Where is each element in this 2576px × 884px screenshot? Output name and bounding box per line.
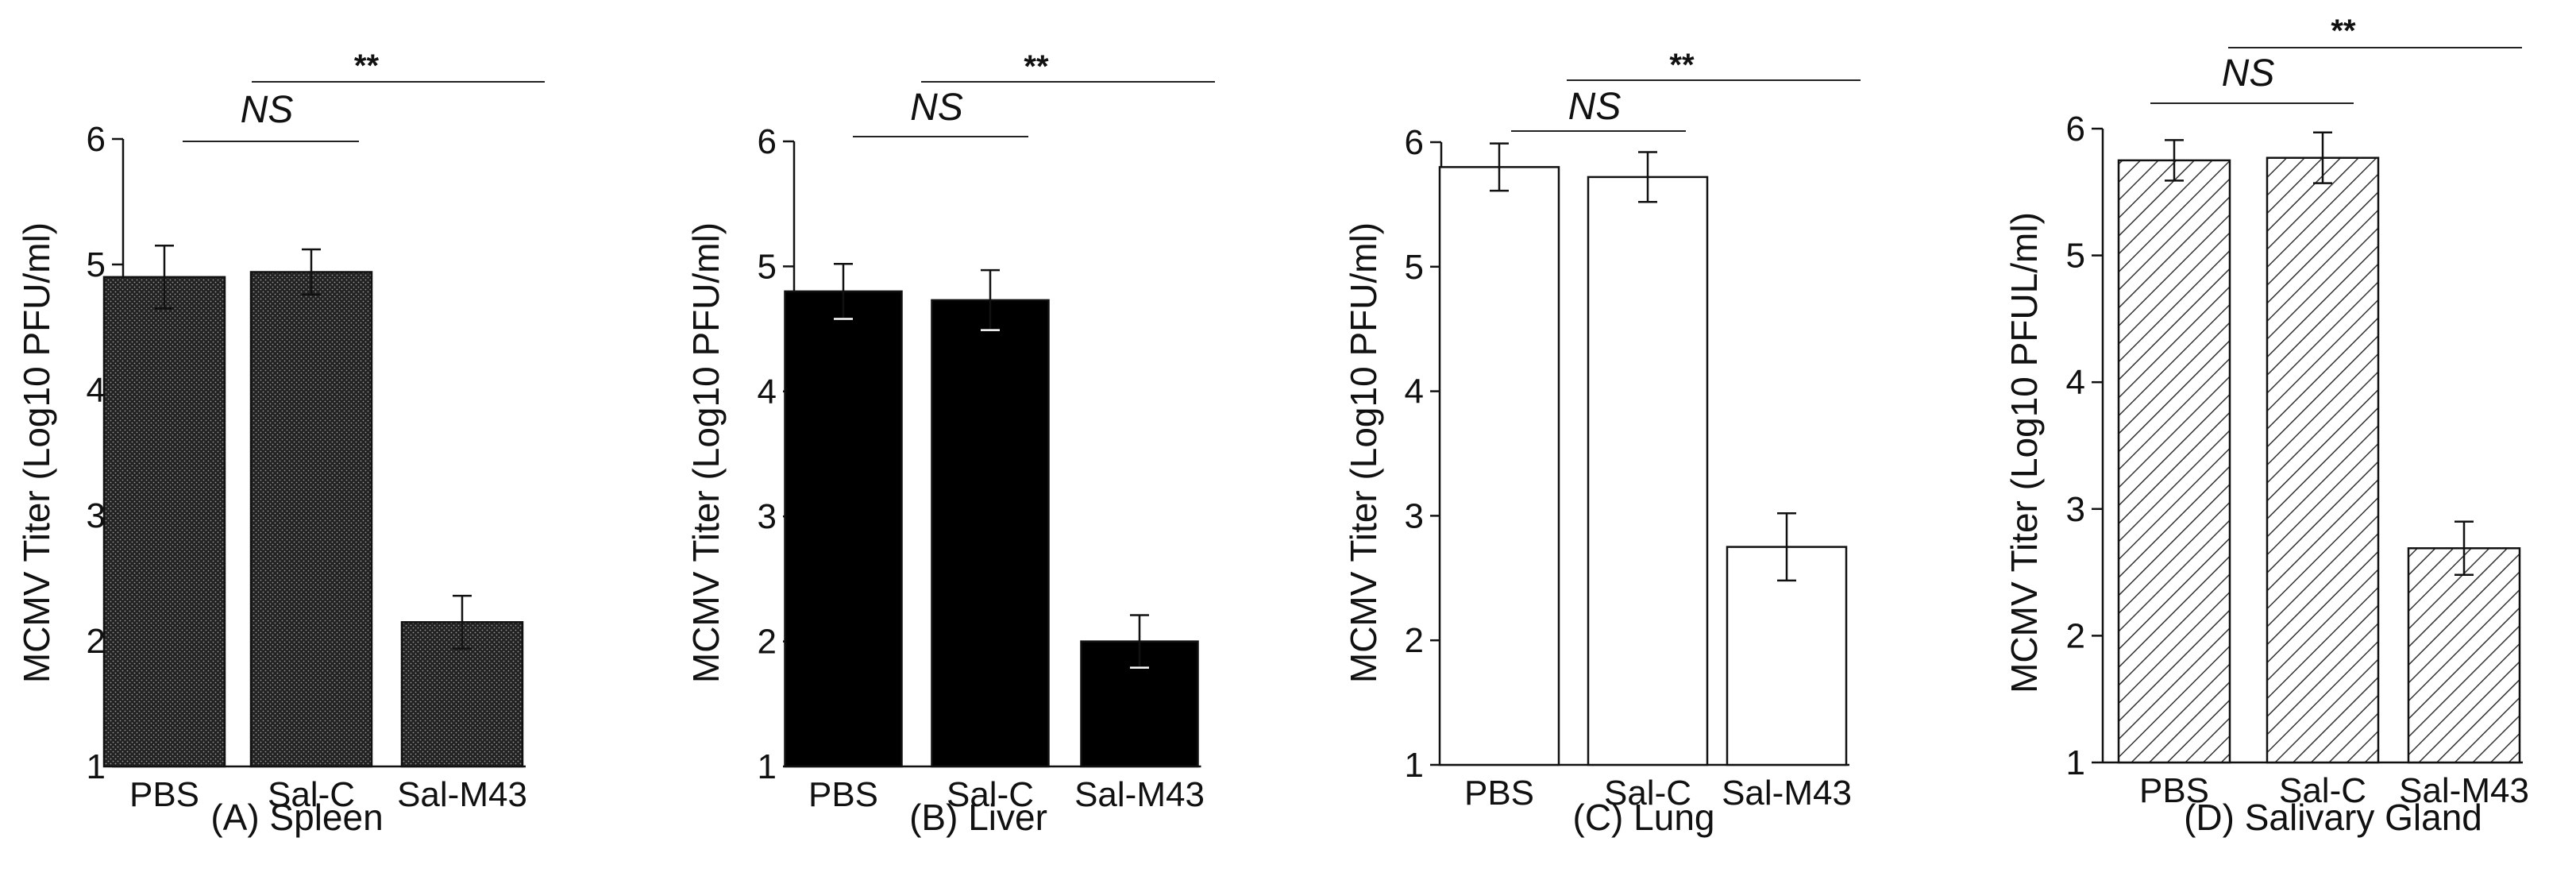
y-axis-label: MCMV Titer (Log10 PFU/ml) xyxy=(16,222,57,683)
y-tick-label: 6 xyxy=(1405,123,1424,162)
y-tick-label: 5 xyxy=(758,247,777,286)
x-tick-label: Sal-M43 xyxy=(2399,771,2529,810)
y-axis-label: MCMV Titer (Log10 PFUL/ml) xyxy=(2003,212,2045,693)
y-tick-label: 2 xyxy=(758,623,777,662)
bar xyxy=(2407,547,2521,764)
significance-label: NS xyxy=(1568,86,1622,128)
x-tick-label: PBS xyxy=(129,775,199,814)
significance-label: NS xyxy=(241,89,294,131)
y-tick-label: 2 xyxy=(87,622,106,661)
bar xyxy=(2117,159,2231,764)
y-tick-label: 1 xyxy=(758,747,777,786)
y-tick-label: 5 xyxy=(2066,237,2085,276)
x-tick-label: PBS xyxy=(808,775,878,814)
chart-panel: 1 2 3 4 5 6 MCMV Titer (Log10 PFUL/ml) PBS Sal-C… xyxy=(2003,14,2529,838)
significance-label: ** xyxy=(1669,48,1695,83)
bar xyxy=(1438,166,1560,766)
x-tick-label: Sal-C xyxy=(1604,774,1691,813)
panel-caption: (D) Salivary Gland xyxy=(2184,797,2482,838)
significance-label: ** xyxy=(1024,49,1049,84)
y-tick-label: 1 xyxy=(1405,746,1424,785)
y-tick-label: 3 xyxy=(758,497,777,536)
y-tick-label: 5 xyxy=(87,245,106,284)
bar xyxy=(784,290,903,768)
bar xyxy=(2266,156,2380,764)
significance-label: ** xyxy=(2331,14,2356,48)
bar xyxy=(102,276,226,768)
y-tick-label: 6 xyxy=(2066,110,2085,149)
x-tick-label: PBS xyxy=(2139,771,2209,810)
panel-caption: (A) Spleen xyxy=(210,797,383,838)
y-tick-label: 4 xyxy=(2066,363,2085,402)
y-tick-label: 2 xyxy=(1405,621,1424,660)
y-axis-label: MCMV Titer (Log10 PFU/ml) xyxy=(1343,222,1384,683)
panel-caption: (B) Liver xyxy=(909,797,1047,838)
chart-panel: 1 2 3 4 5 6 MCMV Titer (Log10 PFU/ml) PBS Sal-C S… xyxy=(16,48,545,838)
bar xyxy=(1726,546,1848,766)
y-axis-label: MCMV Titer (Log10 PFU/ml) xyxy=(685,222,727,683)
bar xyxy=(249,271,373,768)
x-tick-label: Sal-M43 xyxy=(397,775,527,814)
y-tick-label: 3 xyxy=(2066,490,2085,529)
bar xyxy=(931,299,1050,768)
y-tick-label: 4 xyxy=(87,371,106,410)
y-tick-label: 3 xyxy=(1405,496,1424,535)
chart-panel: 1 2 3 4 5 6 MCMV Titer (Log10 PFU/ml) PBS Sal-C S… xyxy=(685,49,1215,838)
significance-label: NS xyxy=(910,87,963,129)
x-tick-label: PBS xyxy=(1464,774,1534,813)
significance-label: ** xyxy=(354,48,380,83)
x-tick-label: Sal-C xyxy=(947,775,1034,814)
panel-caption: (C) Lung xyxy=(1573,797,1715,838)
bar xyxy=(1587,176,1709,766)
x-tick-label: Sal-C xyxy=(2279,771,2366,810)
significance-label: NS xyxy=(2222,52,2275,95)
x-tick-label: Sal-M43 xyxy=(1722,774,1852,813)
x-tick-label: Sal-M43 xyxy=(1074,775,1205,814)
y-tick-label: 4 xyxy=(758,373,777,411)
y-tick-label: 2 xyxy=(2066,616,2085,655)
y-tick-label: 1 xyxy=(87,747,106,786)
chart-panel: 1 2 3 4 5 6 MCMV Titer (Log10 PFU/ml) PBS Sal-C S… xyxy=(1343,48,1861,838)
y-tick-label: 5 xyxy=(1405,248,1424,287)
y-tick-label: 6 xyxy=(758,122,777,161)
y-tick-label: 3 xyxy=(87,496,106,535)
y-tick-label: 6 xyxy=(87,120,106,159)
x-tick-label: Sal-C xyxy=(268,775,355,814)
y-tick-label: 4 xyxy=(1405,373,1424,411)
y-tick-label: 1 xyxy=(2066,743,2085,782)
